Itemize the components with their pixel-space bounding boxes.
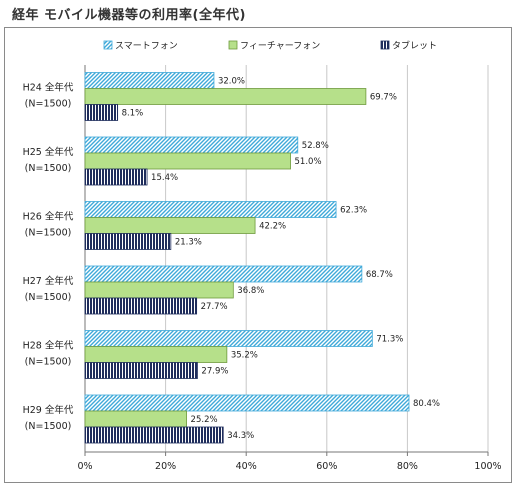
data-label: 68.7% bbox=[366, 270, 393, 280]
category-label: H27 全年代 (N=1500) bbox=[23, 275, 74, 303]
data-label: 15.4% bbox=[151, 173, 178, 183]
category-label-line: H25 全年代 bbox=[23, 146, 74, 158]
bar bbox=[84, 136, 299, 154]
x-tick-label: 20% bbox=[155, 461, 176, 472]
data-label: 62.3% bbox=[340, 206, 367, 216]
bar bbox=[84, 168, 148, 186]
bar bbox=[84, 88, 367, 105]
bar bbox=[84, 217, 256, 234]
data-label: 8.1% bbox=[122, 109, 144, 119]
category-label-line: H27 全年代 bbox=[23, 275, 74, 287]
category-label-line: H26 全年代 bbox=[23, 210, 74, 222]
bar bbox=[84, 410, 187, 428]
bar bbox=[84, 265, 363, 283]
bar bbox=[84, 281, 234, 299]
data-label: 69.7% bbox=[370, 93, 397, 103]
legend-label: スマートフォン bbox=[115, 42, 178, 52]
category-label: H24 全年代 (N=1500) bbox=[23, 81, 74, 109]
x-tick-label: 60% bbox=[316, 461, 337, 472]
category-label: H28 全年代 (N=1500) bbox=[23, 339, 74, 367]
legend-item-3: タブレット bbox=[380, 40, 437, 52]
x-tick-label: 40% bbox=[236, 461, 257, 472]
bar bbox=[84, 233, 172, 250]
category-label: H29 全年代 (N=1500) bbox=[23, 404, 74, 432]
legend-item-2: フィーチャーフォン bbox=[228, 40, 320, 52]
data-label: 34.3% bbox=[227, 431, 254, 441]
bar bbox=[84, 201, 337, 218]
category-label-line: (N=1500) bbox=[25, 227, 72, 238]
data-label: 80.4% bbox=[413, 399, 440, 409]
data-label: 27.7% bbox=[201, 302, 228, 312]
bar bbox=[84, 426, 224, 444]
category-label-line: H29 全年代 bbox=[23, 404, 74, 416]
category-label-line: (N=1500) bbox=[25, 292, 72, 303]
data-label: 42.2% bbox=[259, 222, 286, 232]
category-label-line: (N=1500) bbox=[25, 98, 72, 109]
category-label-line: (N=1500) bbox=[25, 421, 72, 432]
bar bbox=[84, 394, 410, 412]
legend-swatch bbox=[380, 40, 390, 50]
bar bbox=[84, 104, 119, 121]
legend-item-1: スマートフォン bbox=[103, 40, 178, 52]
data-label: 32.0% bbox=[218, 77, 245, 87]
category-label-line: (N=1500) bbox=[25, 356, 72, 367]
data-label: 27.9% bbox=[201, 367, 228, 377]
category-label-line: H24 全年代 bbox=[23, 81, 74, 93]
data-label: 21.3% bbox=[175, 238, 202, 248]
chart-title: 経年 モバイル機器等の利用率(全年代) bbox=[12, 8, 246, 23]
bar bbox=[84, 362, 198, 379]
bar bbox=[84, 152, 291, 170]
category-label-line: H28 全年代 bbox=[23, 339, 74, 351]
legend-label: フィーチャーフォン bbox=[240, 41, 320, 52]
x-tick-label: 100% bbox=[474, 461, 501, 472]
x-tick-label: 80% bbox=[397, 461, 418, 472]
bar bbox=[84, 346, 228, 363]
data-label: 52.8% bbox=[302, 141, 329, 151]
bar bbox=[84, 72, 215, 89]
data-label: 25.2% bbox=[191, 415, 218, 425]
legend-swatch bbox=[103, 40, 113, 50]
category-label: H26 全年代 (N=1500) bbox=[23, 210, 74, 238]
data-label: 36.8% bbox=[237, 286, 264, 296]
data-label: 35.2% bbox=[231, 351, 258, 361]
bar bbox=[84, 330, 373, 347]
chart-frame bbox=[4, 27, 512, 483]
bar bbox=[84, 297, 198, 315]
legend-swatch bbox=[228, 40, 238, 50]
category-label-line: (N=1500) bbox=[25, 163, 72, 174]
data-label: 51.0% bbox=[295, 157, 322, 167]
category-label: H25 全年代 (N=1500) bbox=[23, 146, 74, 174]
legend-label: タブレット bbox=[392, 40, 437, 52]
data-label: 71.3% bbox=[376, 335, 403, 345]
x-tick-label: 0% bbox=[77, 461, 92, 472]
